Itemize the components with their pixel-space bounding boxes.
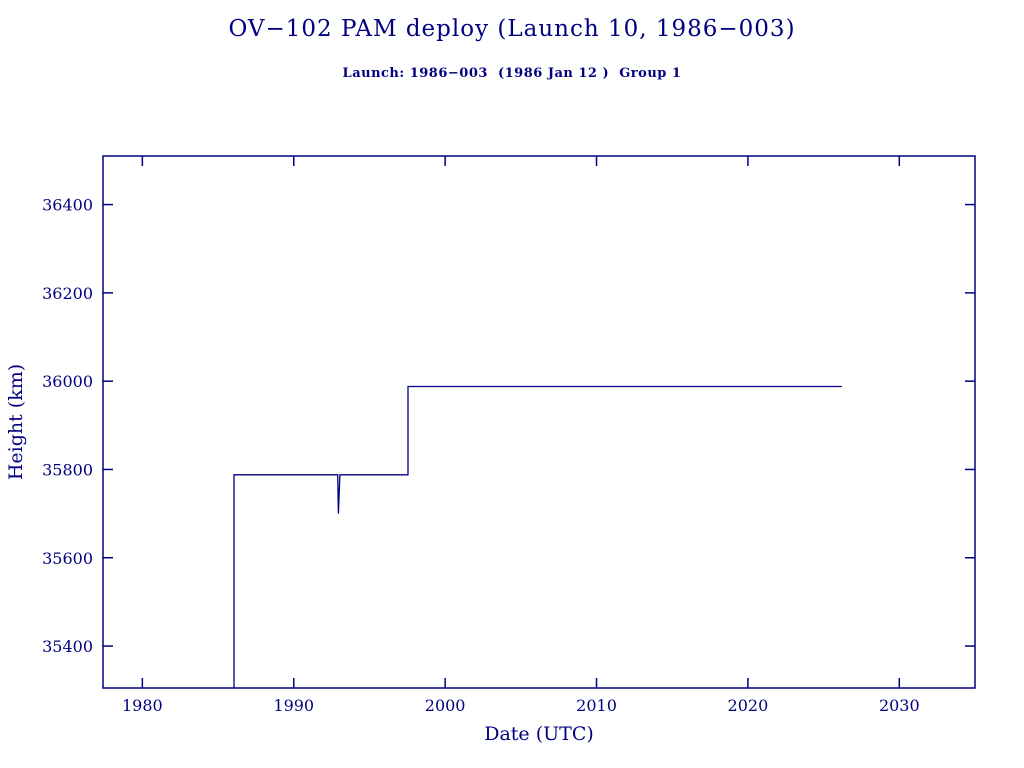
x-axis-title: Date (UTC) [484,723,594,745]
x-tick-label: 2030 [879,696,920,715]
y-tick-label: 35400 [42,637,93,656]
y-tick-label: 36000 [42,372,93,391]
data-line-height-km [233,385,842,688]
x-tick-label: 1990 [273,696,314,715]
x-tick-label: 2010 [576,696,617,715]
chart-title: OV−102 PAM deploy (Launch 10, 1986−003) [228,16,796,42]
x-tick-label: 2020 [728,696,769,715]
axis-box [102,155,976,689]
y-axis-title: Height (km) [5,364,27,480]
y-tick-label: 36400 [42,196,93,215]
y-tick-label: 35600 [42,549,93,568]
x-tick-label: 1980 [122,696,163,715]
y-tick-label: 36200 [42,284,93,303]
y-tick-label: 35800 [42,460,93,479]
x-tick-label: 2000 [425,696,466,715]
chart-subtitle: Launch: 1986−003 (1986 Jan 12 ) Group 1 [342,66,682,81]
